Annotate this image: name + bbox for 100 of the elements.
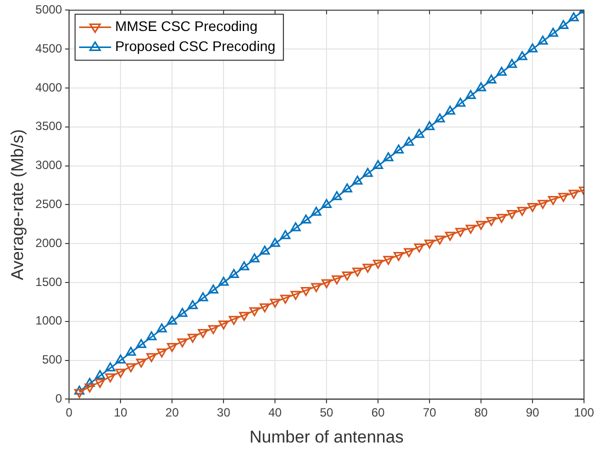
point xyxy=(372,260,384,269)
point xyxy=(290,290,301,300)
point xyxy=(517,206,528,216)
y-tick-label: 4500 xyxy=(35,41,62,56)
point xyxy=(434,113,445,122)
point xyxy=(445,106,456,115)
point xyxy=(506,58,517,68)
y-tick-label: 3500 xyxy=(35,119,62,134)
point xyxy=(156,348,167,358)
x-tick-label: 20 xyxy=(165,406,180,420)
point xyxy=(228,316,239,325)
point xyxy=(166,343,178,352)
point xyxy=(527,43,538,52)
x-tick-label: 10 xyxy=(114,406,128,420)
point xyxy=(434,236,445,245)
point xyxy=(146,353,157,362)
point xyxy=(94,378,106,388)
point xyxy=(249,307,260,316)
point xyxy=(476,220,486,230)
point xyxy=(404,136,414,146)
point xyxy=(311,283,322,292)
point xyxy=(342,183,352,192)
point xyxy=(105,373,116,382)
point xyxy=(383,152,394,162)
point xyxy=(394,252,404,262)
point xyxy=(394,144,404,154)
x-tick-label: 60 xyxy=(371,406,386,420)
point xyxy=(177,338,188,348)
point xyxy=(424,240,435,249)
point xyxy=(414,243,424,252)
y-tick-label: 500 xyxy=(42,352,62,367)
point xyxy=(362,168,373,177)
point xyxy=(476,82,486,92)
x-tick-label: 100 xyxy=(574,406,594,420)
point xyxy=(506,210,517,220)
point xyxy=(208,325,218,334)
point xyxy=(218,320,229,330)
point xyxy=(352,176,363,185)
y-tick-label: 2000 xyxy=(35,236,62,250)
point xyxy=(300,214,312,224)
point xyxy=(321,279,332,288)
point xyxy=(527,203,538,212)
point xyxy=(332,275,342,284)
point xyxy=(558,192,568,202)
point xyxy=(455,98,466,107)
point xyxy=(126,363,136,372)
y-tick-label: 2500 xyxy=(35,197,62,212)
point xyxy=(568,12,579,22)
point xyxy=(404,248,414,258)
point xyxy=(198,329,208,338)
point xyxy=(372,160,384,170)
point xyxy=(568,190,579,199)
point xyxy=(136,358,146,368)
y-tick-label: 5000 xyxy=(35,2,62,17)
y-axis-title: Average-rate (Mb/s) xyxy=(8,129,27,280)
point xyxy=(188,334,198,343)
point xyxy=(300,287,312,296)
point xyxy=(270,298,280,308)
y-tick-label: 1500 xyxy=(35,274,62,289)
point xyxy=(517,51,528,60)
legend-label: Proposed CSC Precoding xyxy=(115,38,276,54)
point xyxy=(342,271,352,280)
point xyxy=(74,388,84,398)
x-tick-label: 50 xyxy=(320,406,334,420)
legend-label: MMSE CSC Precoding xyxy=(115,18,258,34)
point xyxy=(84,384,95,392)
x-tick-label: 90 xyxy=(526,406,540,420)
point xyxy=(496,214,507,223)
y-tick-label: 3000 xyxy=(35,158,62,172)
x-tick-label: 30 xyxy=(216,406,231,420)
point xyxy=(239,312,250,321)
point xyxy=(538,36,548,45)
point xyxy=(332,191,342,200)
point xyxy=(445,232,456,241)
point xyxy=(538,200,548,209)
y-tick-label: 1000 xyxy=(35,314,62,328)
point xyxy=(486,74,496,84)
x-tick-label: 40 xyxy=(268,406,282,420)
x-tick-label: 80 xyxy=(474,406,488,420)
x-tick-label: 0 xyxy=(66,406,73,420)
point xyxy=(548,196,558,206)
point xyxy=(414,128,424,138)
point xyxy=(466,90,476,100)
point xyxy=(424,121,435,130)
point xyxy=(496,66,507,76)
point xyxy=(362,264,373,273)
point xyxy=(548,28,558,37)
point xyxy=(455,228,466,237)
point xyxy=(486,217,496,226)
point xyxy=(280,294,290,304)
point xyxy=(558,20,568,30)
y-tick-label: 0 xyxy=(55,392,62,406)
point xyxy=(311,206,322,216)
point xyxy=(383,256,394,265)
x-axis-title: Number of antennas xyxy=(250,427,404,446)
point xyxy=(260,303,270,312)
point xyxy=(116,368,126,378)
x-tick-label: 70 xyxy=(422,406,437,420)
point xyxy=(352,268,363,277)
point xyxy=(466,224,476,234)
